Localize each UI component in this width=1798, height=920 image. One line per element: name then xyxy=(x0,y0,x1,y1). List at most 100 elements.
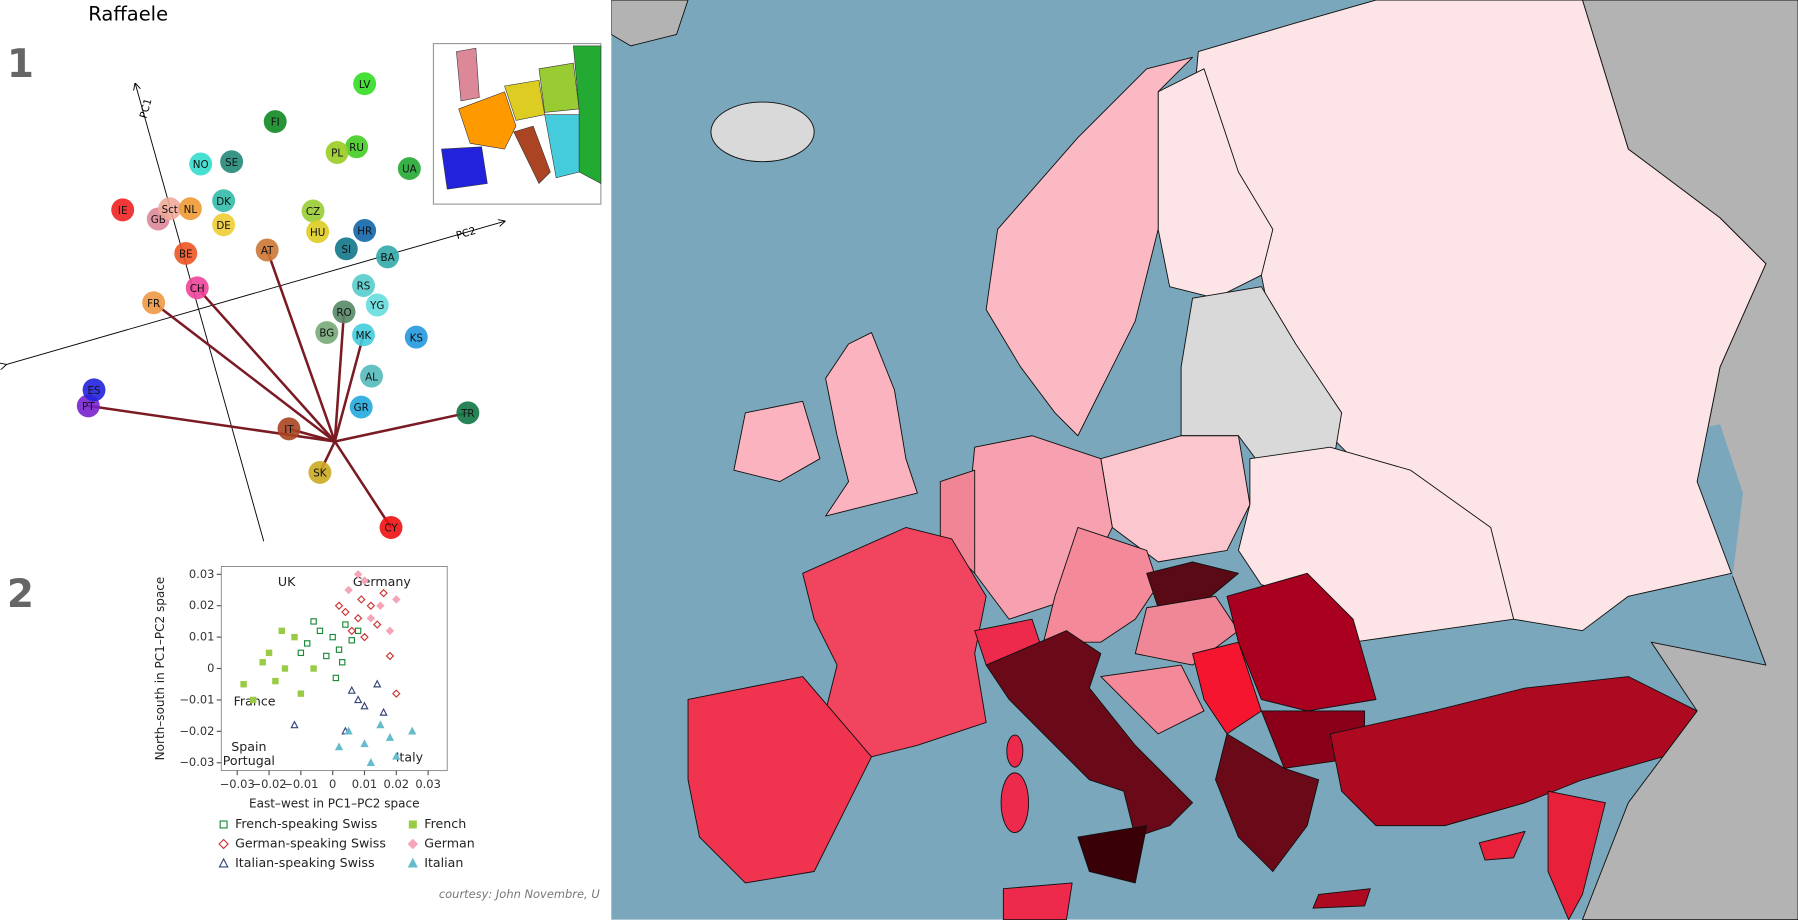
point xyxy=(408,726,417,735)
population-label: PL xyxy=(331,148,343,160)
point xyxy=(379,707,388,716)
region-annotation: Germany xyxy=(353,574,411,589)
point xyxy=(265,649,273,657)
point xyxy=(339,659,346,666)
population-dot xyxy=(349,395,373,419)
population-dot xyxy=(158,197,182,221)
population-label: UA xyxy=(402,164,417,176)
population-dot xyxy=(308,460,332,484)
point xyxy=(347,685,356,694)
point xyxy=(316,627,324,635)
population-dot xyxy=(365,293,389,317)
point xyxy=(240,681,247,688)
credit: courtesy: John Novembre, U xyxy=(439,887,600,901)
point xyxy=(376,720,385,729)
population-dot xyxy=(353,72,377,96)
population-dot xyxy=(174,241,198,265)
population-dot xyxy=(306,220,330,244)
population-label: HU xyxy=(310,227,325,239)
population-dot xyxy=(315,321,339,345)
legend-label: Italian-speaking Swiss xyxy=(235,855,375,870)
point xyxy=(372,620,382,629)
population-label: BE xyxy=(179,249,193,261)
population-dot xyxy=(185,276,209,300)
great-britain xyxy=(825,332,918,517)
point xyxy=(297,649,305,657)
point xyxy=(218,838,229,850)
population-label: NO xyxy=(193,159,209,171)
population-dot xyxy=(325,141,349,164)
greece xyxy=(1215,733,1320,872)
x-tick-label: −0.01 xyxy=(283,777,318,791)
admixture-line xyxy=(196,286,336,443)
population-label: ES xyxy=(87,385,100,397)
legend-label: German-speaking Swiss xyxy=(235,835,386,850)
region-annotation: Italy xyxy=(396,749,424,764)
point xyxy=(323,652,330,660)
region-annotation: Spain xyxy=(231,739,266,754)
region-annotation: UK xyxy=(278,574,296,589)
point xyxy=(332,674,340,682)
point xyxy=(348,637,355,644)
romania xyxy=(1226,572,1377,712)
point xyxy=(341,607,350,617)
population-dot xyxy=(379,516,403,539)
population-dot xyxy=(142,291,166,315)
population-label: YG xyxy=(369,300,384,312)
legend-label: French xyxy=(424,816,466,831)
point xyxy=(342,621,349,628)
point xyxy=(219,820,228,829)
legend-label: Italian xyxy=(424,855,463,870)
x-axis-label: East–west in PC1–PC2 space xyxy=(249,796,420,810)
levant xyxy=(1547,790,1606,920)
population-label: DE xyxy=(216,220,230,232)
inset-region xyxy=(456,47,480,102)
x-tick-label: −0.03 xyxy=(220,777,255,791)
ireland xyxy=(733,400,821,483)
population-label: GR xyxy=(354,402,369,414)
admixture-line xyxy=(333,311,346,442)
population-label: CH xyxy=(190,283,205,295)
point xyxy=(249,696,257,704)
point xyxy=(297,690,305,697)
point xyxy=(291,633,298,641)
population-dot xyxy=(220,150,244,174)
population-dot xyxy=(332,300,356,324)
x-tick-label: 0 xyxy=(329,777,336,791)
point xyxy=(385,651,395,661)
plot-frame xyxy=(220,566,448,772)
point xyxy=(392,595,401,604)
point xyxy=(281,665,289,672)
point xyxy=(334,742,344,751)
population-dot xyxy=(456,401,480,425)
population-label: RU xyxy=(349,142,364,154)
point xyxy=(353,570,363,579)
point xyxy=(335,646,343,653)
point xyxy=(353,614,363,623)
population-dot xyxy=(178,197,202,221)
iberia xyxy=(687,676,872,884)
admixture-line xyxy=(333,334,365,442)
population-dot xyxy=(352,323,375,347)
population-dot xyxy=(360,364,383,388)
sardinia xyxy=(1000,772,1030,833)
slovakia xyxy=(1146,561,1239,609)
population-label: PT xyxy=(82,401,95,413)
inset-map xyxy=(432,43,602,205)
x-tick-label: 0.01 xyxy=(352,777,378,791)
population-label: CY xyxy=(384,523,398,535)
y-tick-label: 0.01 xyxy=(189,630,215,644)
population-label: TR xyxy=(460,408,474,420)
population-dot xyxy=(397,157,421,181)
population-dot xyxy=(352,274,375,297)
point xyxy=(344,585,353,595)
finland xyxy=(1157,68,1274,299)
population-dot xyxy=(212,189,236,213)
population-label: HR xyxy=(357,226,372,238)
y-tick-label: −0.03 xyxy=(179,755,214,769)
pc2-axis xyxy=(6,221,505,364)
point xyxy=(360,576,369,585)
population-dot xyxy=(301,199,325,223)
